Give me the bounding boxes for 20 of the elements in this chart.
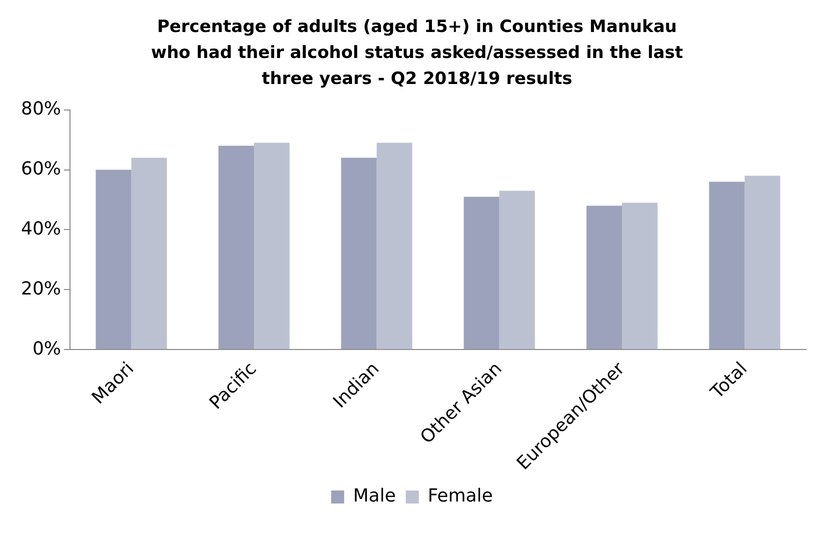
- bar: [254, 142, 290, 350]
- y-tick-label: 0%: [32, 338, 62, 360]
- legend-label: Female: [428, 486, 493, 507]
- y-tick-label: 60%: [20, 158, 62, 180]
- bar: [218, 146, 254, 350]
- bar: [744, 176, 780, 350]
- bar: [586, 206, 622, 350]
- y-tick-label: 20%: [20, 278, 62, 300]
- chart-title: Percentage of adults (aged 15+) in Counties Manukau who had their alcohol status asked/assessed in the last three years - Q2 2018/19 results: [150, 16, 684, 91]
- bar: [622, 202, 658, 350]
- bar: [499, 190, 535, 350]
- y-tick-label: 40%: [20, 218, 62, 240]
- legend-label: Male: [353, 486, 396, 507]
- bar: [341, 158, 377, 350]
- bar: [96, 170, 132, 350]
- bar: [709, 182, 745, 350]
- bar: [376, 142, 412, 350]
- bar: [464, 196, 500, 350]
- bar: [131, 158, 167, 350]
- y-tick-label: 80%: [20, 98, 62, 120]
